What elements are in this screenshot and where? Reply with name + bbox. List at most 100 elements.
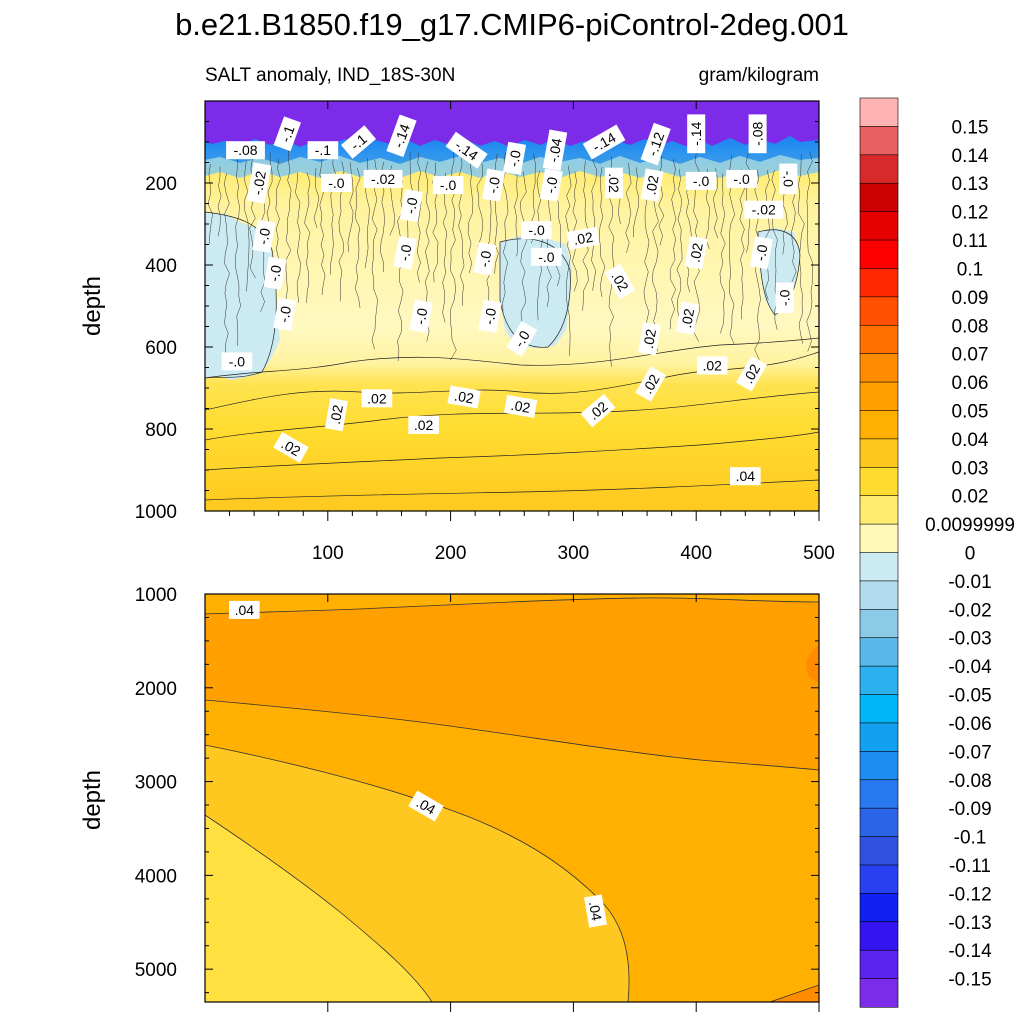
colorbar-swatch [859, 239, 899, 270]
colorbar-swatch [859, 665, 899, 696]
contour-label-bg [676, 301, 700, 335]
colorbar-label: 0 [965, 544, 976, 565]
noise-contour [676, 169, 683, 330]
contour-label-text: -.0 [255, 227, 274, 246]
colorbar-label: 0.13 [952, 174, 989, 195]
top-y-tick-label: 1000 [135, 502, 177, 523]
contour-label: .02 [447, 385, 481, 409]
contour-label-bg [775, 282, 794, 314]
contour-label-text: -.0 [276, 305, 295, 324]
region-deep-west [205, 815, 432, 1002]
noise-contour [313, 167, 320, 229]
contour-label: .02 [640, 168, 664, 202]
contour-label-bg [408, 415, 439, 434]
noise-contour [798, 153, 805, 344]
contour-label-text: .02 [702, 357, 722, 373]
colorbar: 0.15 0.14 0.13 0.12 0.11 0.1 0.09 0.08 0.07 0.06 0… [859, 97, 1015, 1008]
colorbar-swatch [859, 580, 899, 610]
contour-label-bg [640, 122, 671, 166]
contour-label-bg [386, 114, 417, 158]
contour-label: -.0 [393, 236, 417, 270]
colorbar-label: -0.11 [949, 856, 991, 877]
top-y-axis-label: depth [79, 276, 106, 336]
contour-label: -.0 [478, 299, 502, 333]
contour-label: .02 [324, 397, 348, 432]
contour-label: -.0 [685, 171, 717, 190]
contour-label-bg [263, 256, 287, 290]
contour-label-text: -.0 [693, 173, 710, 189]
contour-label: -.1 [307, 141, 339, 160]
contour-label-text: .02 [367, 390, 387, 406]
contour-label: -.0 [506, 321, 538, 357]
contour-label-text: -.0 [511, 328, 533, 350]
contour-label-text: -.0 [752, 243, 771, 262]
contour-label-text: -.14 [688, 122, 704, 146]
colorbar-label: 0.06 [952, 373, 989, 394]
noise-contour [739, 169, 745, 320]
contour-label-bg [637, 322, 662, 356]
contour-label-bg [748, 114, 767, 154]
contour-label-text: -.02 [371, 171, 395, 187]
contour-label-bg [409, 299, 433, 333]
contour-label-text: -.0 [528, 222, 545, 238]
bottom-y-ticks [205, 593, 819, 994]
contour-label: .02 [684, 236, 708, 270]
colorbar-label: -0.12 [948, 884, 991, 905]
bottom-contour-lines [205, 597, 819, 1002]
contour-label: -.0 [321, 174, 352, 192]
colorbar-label: 0.14 [952, 146, 989, 167]
noise-contour [633, 167, 640, 238]
colorbar-label: 0.12 [952, 203, 989, 224]
contour-label-text: -.0 [328, 175, 345, 191]
contour-label-text: .02 [414, 417, 434, 433]
bottom-y-tick-label: 3000 [135, 773, 177, 794]
colorbar-swatch [859, 466, 899, 497]
noise-contour [806, 151, 813, 352]
noise-contour [591, 150, 598, 291]
contour-label-text: -.0 [505, 149, 524, 168]
top-x-tick-label: 400 [680, 543, 712, 564]
colorbar-label: -0.01 [948, 572, 991, 593]
colorbar-swatch [859, 211, 899, 241]
noise-contour [354, 168, 361, 309]
contour-label-bg [273, 297, 297, 331]
contour-label-bg [604, 167, 623, 199]
contour-label-bg [478, 299, 502, 333]
contour-label: .02 [361, 389, 393, 408]
contour-label: -.0 [531, 247, 562, 266]
contour-label-text: -.0 [481, 307, 500, 326]
contour-label-text: -.0 [476, 249, 495, 268]
contour-label: -.14 [386, 114, 417, 158]
contour-label-bg [246, 162, 272, 204]
chart-title: b.e21.B1850.f19_g17.CMIP6-piControl-2deg… [175, 7, 849, 42]
bottom-y-tick-label: 1000 [135, 585, 177, 606]
colorbar-label: -0.04 [948, 657, 992, 678]
top-x-tick-label: 100 [312, 543, 344, 564]
colorbar-label: 0.07 [952, 345, 989, 366]
colorbar-label: 0.08 [952, 316, 989, 337]
contour-label-bg [736, 355, 767, 392]
top-y-tick-label: 600 [145, 338, 177, 359]
contour-label-bg [226, 141, 265, 160]
bottom-y-tick-label: 2000 [135, 679, 177, 700]
contour-label: -.0 [252, 219, 276, 253]
contour-label-bg [566, 226, 600, 250]
colorbar-swatch [859, 523, 899, 554]
noise-contour [764, 169, 770, 301]
bottom-y-axis-label: depth [79, 770, 106, 830]
contour-label: .04 [583, 894, 608, 928]
colorbar-label: -0.07 [948, 742, 991, 763]
top-x-ticks [229, 101, 820, 521]
colorbar-label: -0.02 [948, 600, 991, 621]
colorbar-label: 0.15 [952, 117, 989, 138]
colorbar-swatch [859, 324, 899, 355]
contour-label: .02 [676, 301, 700, 335]
contour-label-bg [582, 124, 626, 160]
noise-contour [658, 155, 665, 246]
colorbar-swatch [859, 978, 899, 1008]
colorbar-label: -0.15 [948, 970, 991, 991]
contour-label-bg [583, 894, 608, 928]
contour-label: -.1 [340, 125, 377, 159]
contour-label-bg [399, 188, 423, 223]
colorbar-swatch [859, 609, 899, 639]
